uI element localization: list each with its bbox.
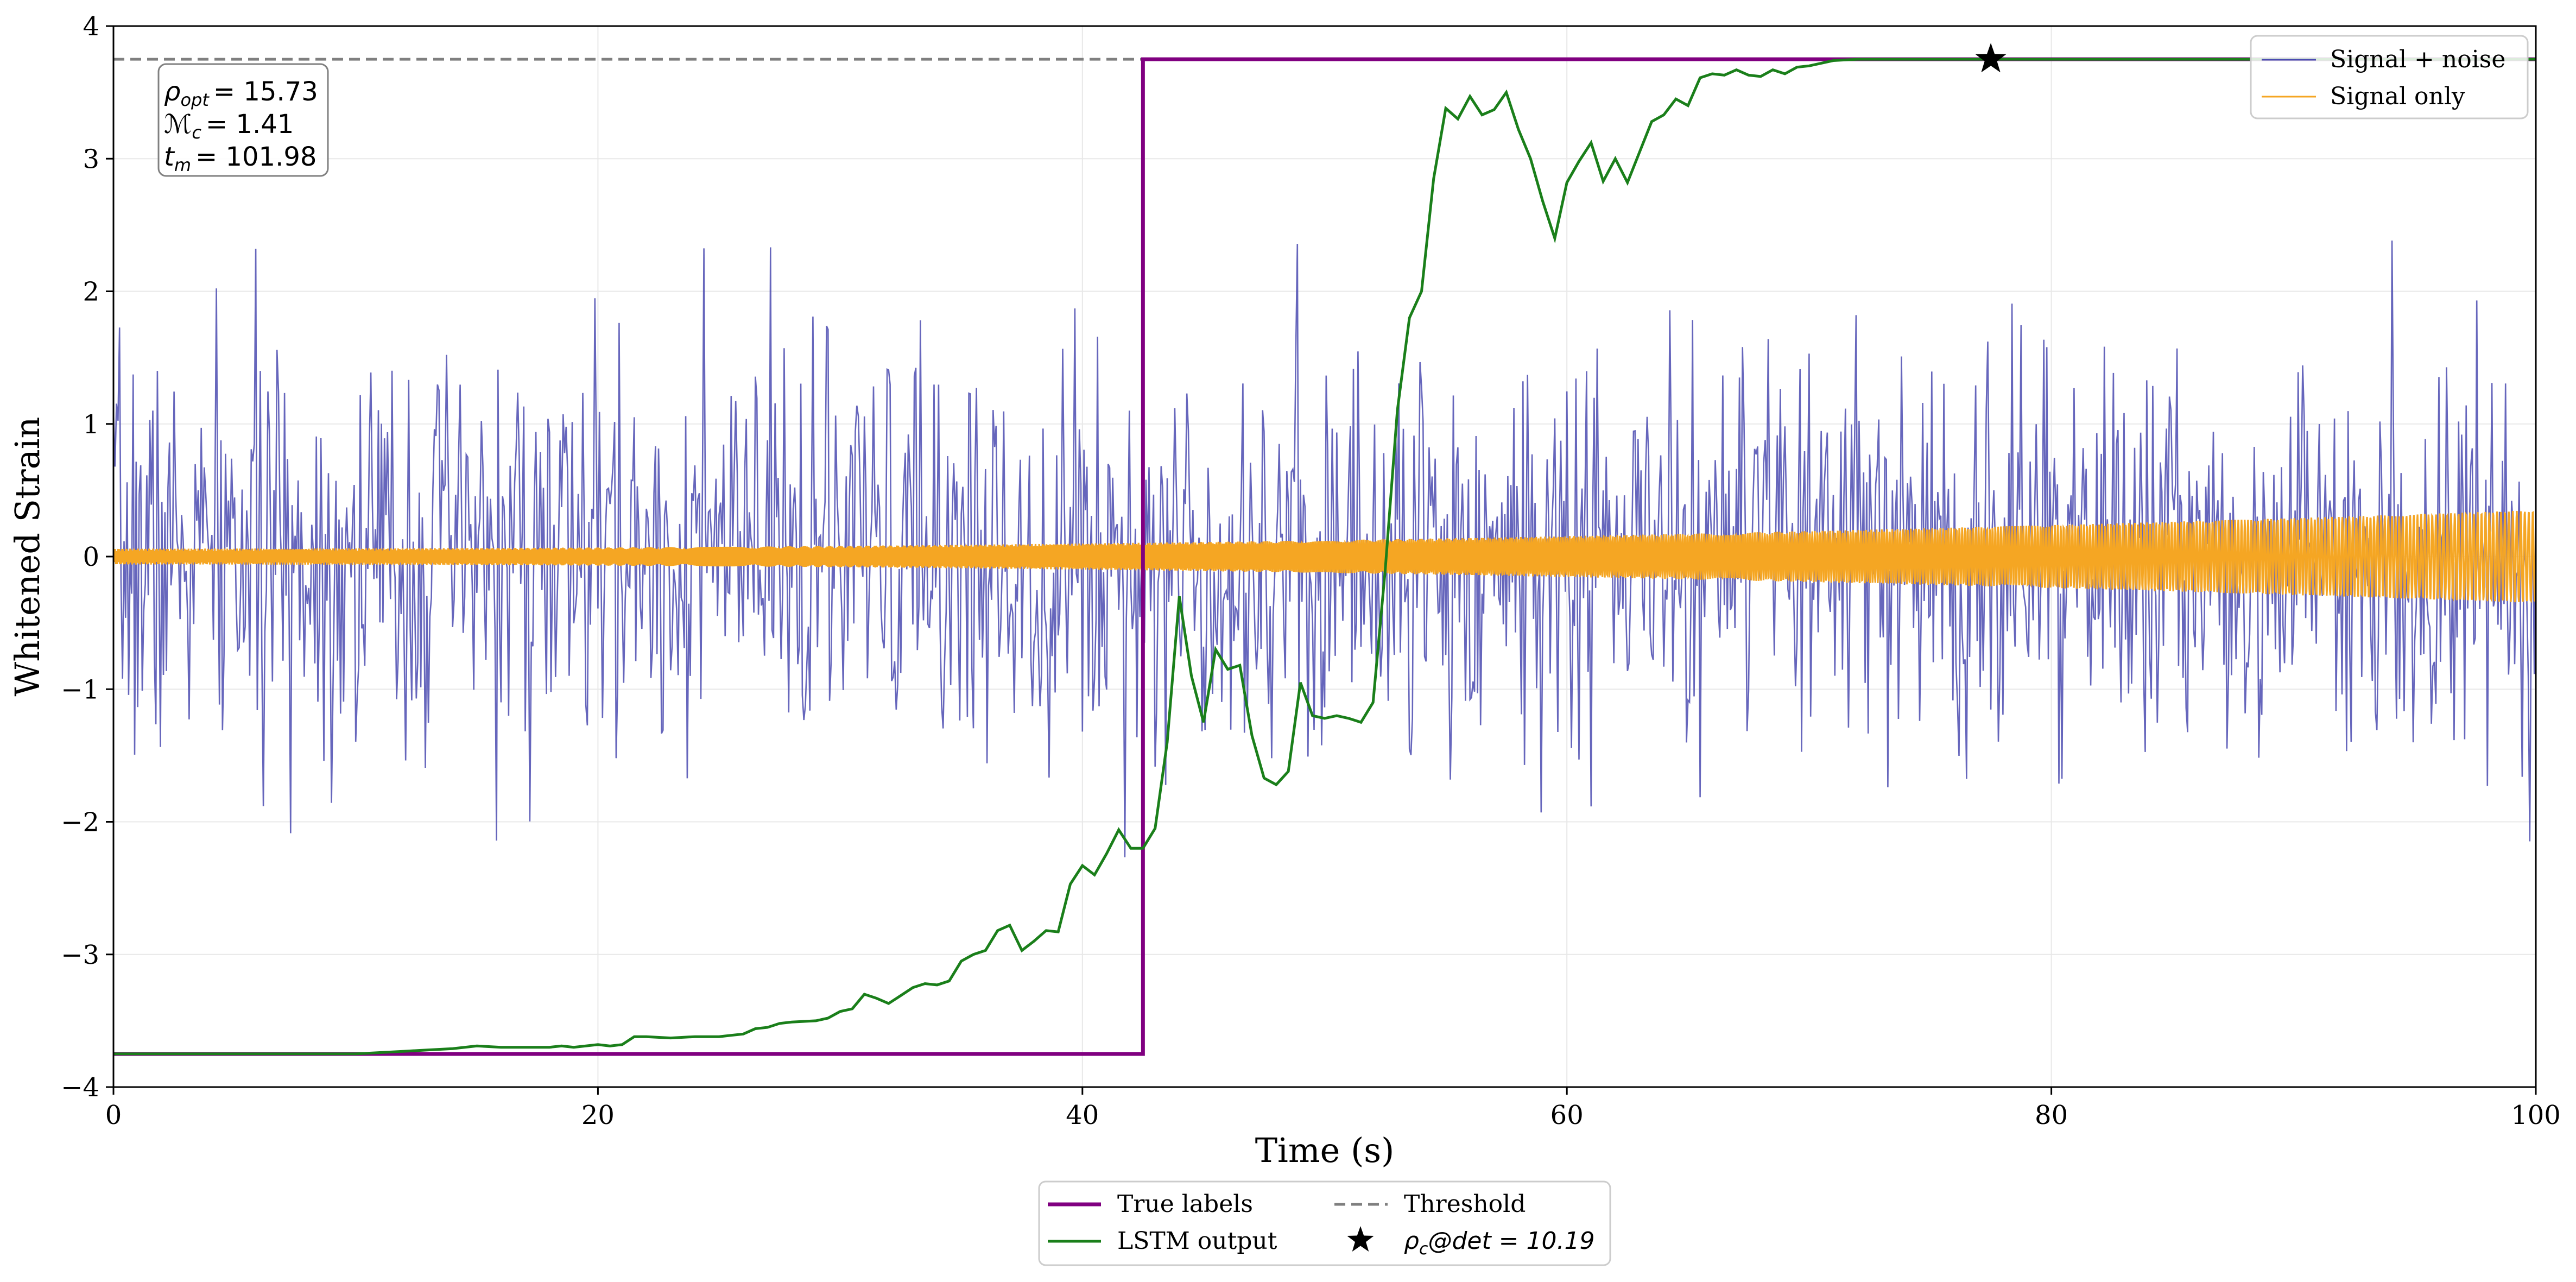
y-tick-label-1: −3 (61, 940, 99, 970)
legend-detection-star-icon (1347, 1226, 1374, 1252)
signal-only-series (113, 510, 2536, 603)
annotation-line-mc: ℳc = 1.41 (164, 109, 294, 143)
x-tick-label-2: 40 (1066, 1100, 1099, 1131)
y-axis-ticks: −4 −3 −2 −1 0 1 2 3 4 (61, 11, 113, 1103)
legend-bottom: True labels LSTM output Threshold ρc@det… (1038, 1180, 1611, 1266)
x-tick-label-5: 100 (2511, 1100, 2561, 1131)
y-tick-label-2: −2 (61, 807, 99, 838)
y-tick-label-6: 2 (83, 277, 99, 307)
x-axis-label: Time (s) (1255, 1131, 1395, 1170)
detection-star-marker (1975, 43, 2007, 73)
y-tick-label-5: 1 (83, 409, 99, 440)
annotation-box: ρopt = 15.73 ℳc = 1.41 tm = 101.98 (157, 63, 329, 177)
x-axis-ticks: 0 20 40 60 80 100 (105, 1087, 2561, 1131)
annotation-line-tm: tm = 101.98 (164, 142, 317, 175)
legend-signal-only-label: Signal only (2330, 83, 2465, 110)
y-tick-label-3: −1 (61, 674, 99, 705)
legend-detection-label: ρc@det = 10.19 (1404, 1227, 1595, 1259)
y-tick-label-0: −4 (61, 1072, 99, 1103)
legend-true-labels-label: True labels (1117, 1190, 1253, 1218)
x-tick-label-1: 20 (581, 1100, 615, 1131)
y-tick-label-8: 4 (83, 11, 99, 42)
legend-lstm-label: LSTM output (1117, 1227, 1277, 1255)
x-tick-label-4: 80 (2035, 1100, 2068, 1131)
legend-signal-noise-label: Signal + noise (2330, 46, 2505, 73)
annotation-line-rho: ρopt = 15.73 (164, 77, 318, 110)
x-tick-label-0: 0 (105, 1100, 122, 1131)
lstm-output-series (113, 58, 2536, 1056)
y-tick-label-7: 3 (83, 144, 99, 174)
signal-noise-series (113, 240, 2536, 857)
x-tick-label-3: 60 (1550, 1100, 1584, 1131)
legend-top-right: Signal + noise Signal only (2250, 35, 2529, 119)
y-tick-label-4: 0 (83, 542, 99, 572)
legend-threshold-label: Threshold (1404, 1190, 1526, 1218)
y-axis-label: Whitened Strain (8, 417, 47, 697)
